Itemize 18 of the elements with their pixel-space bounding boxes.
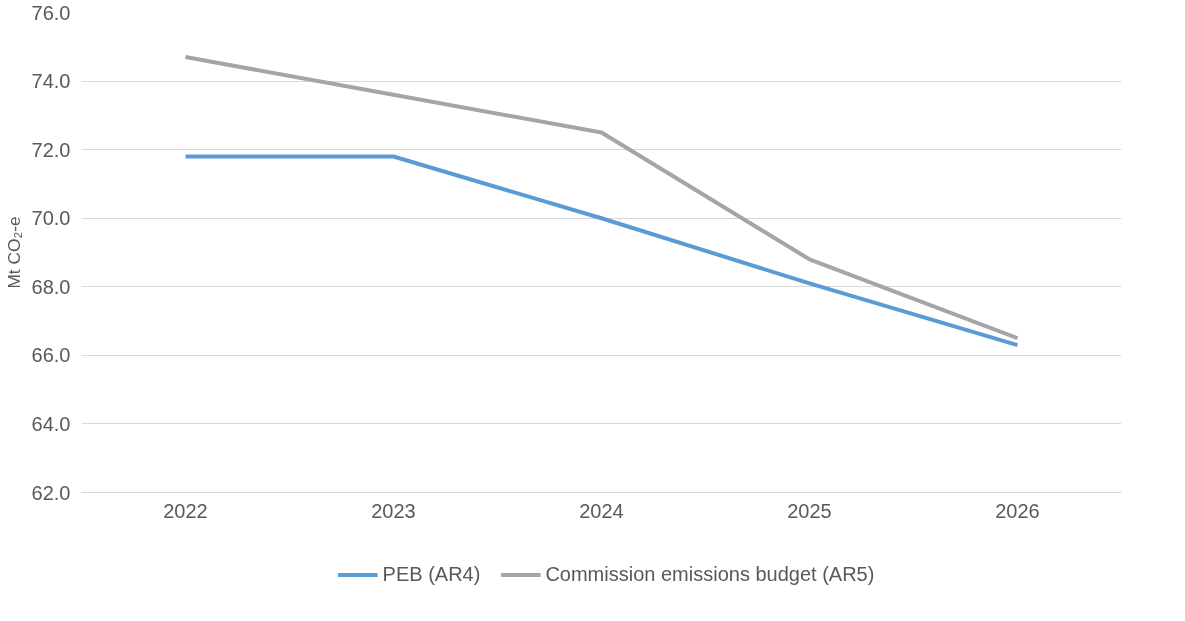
line-series (183, 154, 1020, 348)
legend-label: PEB (AR4) (382, 562, 481, 586)
x-tick-label: 2025 (787, 499, 832, 522)
y-tick-label: 62.0 (31, 481, 71, 504)
y-tick-label: 66.0 (31, 344, 71, 367)
x-tick-label: 2026 (995, 499, 1040, 522)
y-tick-label: 72.0 (31, 138, 71, 161)
x-tick-label: 2022 (163, 499, 208, 522)
y-tick-label: 76.0 (31, 1, 71, 24)
y-tick-label: 68.0 (31, 275, 71, 298)
y-tick-label: 70.0 (31, 207, 71, 230)
y-tick-label: 74.0 (31, 70, 71, 93)
y-axis-title: Mt CO₂-e (3, 216, 24, 289)
line-series (183, 55, 1020, 341)
y-tick-label: 64.0 (31, 412, 71, 435)
legend-label: Commission emissions budget (AR5) (545, 562, 875, 586)
x-tick-label: 2023 (371, 499, 416, 522)
x-tick-label: 2024 (579, 499, 624, 522)
